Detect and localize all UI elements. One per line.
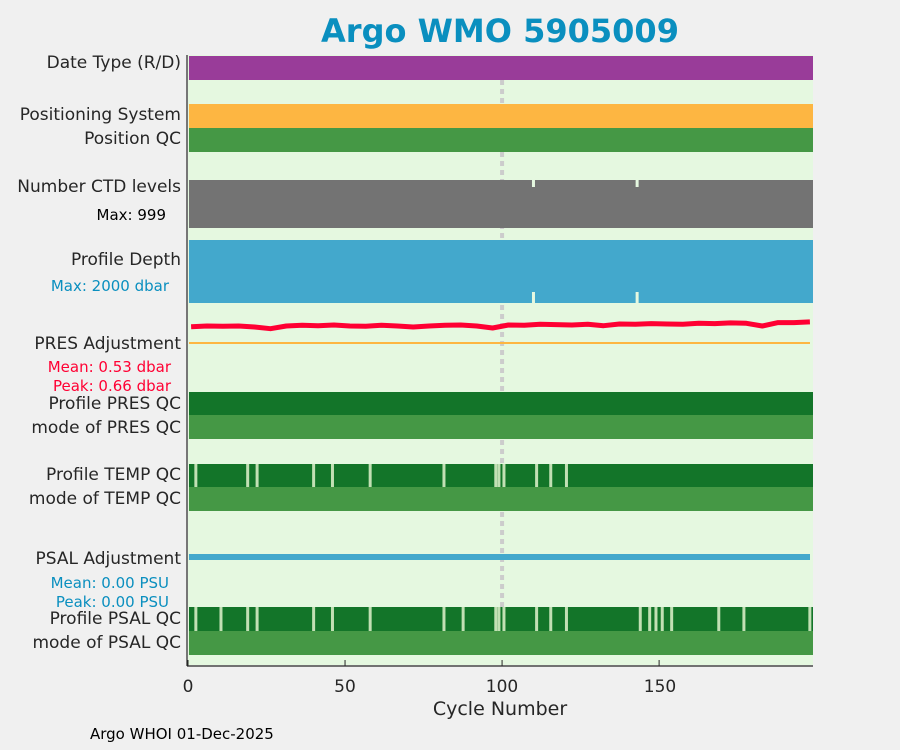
label-psal-adjustment: PSAL Adjustment <box>35 549 181 569</box>
psal-qc-bad-mark <box>549 607 553 631</box>
position-qc-bar <box>189 128 813 152</box>
label-psal-qc: Profile PSAL QC <box>49 609 181 629</box>
psal-qc-bad-mark <box>670 607 674 631</box>
temp-qc-bad-mark <box>502 464 506 487</box>
psal-qc-bad-mark <box>219 607 223 631</box>
label-temp-mode: mode of TEMP QC <box>28 489 181 509</box>
psal-qc-bad-mark <box>246 607 250 631</box>
pres-mode-bar <box>189 415 813 439</box>
psal-mode-bar <box>189 631 813 655</box>
chart-title: Argo WMO 5905009 <box>321 12 679 50</box>
psal-qc-bad-mark <box>717 607 721 631</box>
temp-qc-bad-mark <box>312 464 316 487</box>
psal-qc-bad-mark <box>638 607 642 631</box>
pres-qc-bar <box>189 392 813 415</box>
label-positioning-system: Positioning System <box>19 105 181 125</box>
label-pres-qc: Profile PRES QC <box>48 394 181 414</box>
temp-qc-bad-mark <box>368 464 372 487</box>
label-pres-mode: mode of PRES QC <box>31 418 181 438</box>
depth-gap-mark <box>531 292 535 303</box>
temp-qc-bad-mark <box>194 464 198 487</box>
label-pres-adjustment: PRES Adjustment <box>34 334 181 354</box>
psal-qc-bad-mark <box>660 607 664 631</box>
label-pres-peak: Peak: 0.66 dbar <box>52 377 171 395</box>
psal-qc-bad-mark <box>535 607 539 631</box>
psal-qc-bad-mark <box>312 607 316 631</box>
label-position-qc: Position QC <box>84 129 181 149</box>
temp-qc-bad-mark <box>549 464 553 487</box>
psal-qc-bad-mark <box>742 607 746 631</box>
temp-qc-bad-mark <box>255 464 259 487</box>
temp-qc-bad-mark <box>494 464 498 487</box>
label-temp-qc: Profile TEMP QC <box>46 465 181 485</box>
psal-qc-bad-mark <box>808 607 812 631</box>
psal-qc-bad-mark <box>654 607 658 631</box>
temp-qc-bad-mark <box>497 464 501 487</box>
psal-qc-bad-mark <box>497 607 501 631</box>
psal-qc-bar <box>189 607 813 631</box>
label-date-type: Date Type (R/D) <box>46 53 181 73</box>
temp-qc-bad-mark <box>564 464 568 487</box>
date-type-bar <box>189 56 813 80</box>
temp-qc-bad-mark <box>442 464 446 487</box>
x-tick-label: 150 <box>643 677 677 697</box>
ctd-gap-mark <box>531 180 535 187</box>
label-psal-peak: Peak: 0.00 PSU <box>55 593 169 611</box>
psal-qc-bad-mark <box>255 607 259 631</box>
psal-qc-bad-mark <box>368 607 372 631</box>
x-axis-label: Cycle Number <box>432 698 568 720</box>
pres-adjustment-series <box>190 319 811 332</box>
psal-qc-bad-mark <box>648 607 652 631</box>
depth-gap-mark <box>635 292 639 303</box>
x-tick-label: 100 <box>485 677 519 697</box>
label-depth-max: Max: 2000 dbar <box>50 277 169 295</box>
temp-mode-bar <box>189 487 813 511</box>
psal-qc-bad-mark <box>461 607 465 631</box>
psal-qc-bad-mark <box>194 607 198 631</box>
temp-qc-bar <box>189 464 813 487</box>
ctd-gap-mark <box>635 180 639 187</box>
ctd-levels-bar <box>189 180 813 228</box>
psal-qc-bad-mark <box>442 607 446 631</box>
label-profile-depth: Profile Depth <box>70 250 181 270</box>
label-pres-mean: Mean: 0.53 dbar <box>47 358 171 376</box>
psal-qc-bad-mark <box>502 607 506 631</box>
label-psal-mean: Mean: 0.00 PSU <box>50 574 169 592</box>
psal-qc-bad-mark <box>330 607 334 631</box>
label-ctd-max: Max: 999 <box>96 206 166 224</box>
x-tick-label: 0 <box>182 677 194 697</box>
label-psal-mode: mode of PSAL QC <box>32 633 181 653</box>
psal-qc-bad-mark <box>494 607 498 631</box>
temp-qc-bad-mark <box>535 464 539 487</box>
footer-credit: Argo WHOI 01-Dec-2025 <box>90 725 274 743</box>
positioning-system-bar <box>189 104 813 128</box>
temp-qc-bad-mark <box>330 464 334 487</box>
profile-depth-bar <box>189 240 813 303</box>
temp-qc-bad-mark <box>246 464 250 487</box>
psal-qc-bad-mark <box>564 607 568 631</box>
x-tick-label: 50 <box>334 677 356 697</box>
label-ctd-levels: Number CTD levels <box>17 177 181 197</box>
